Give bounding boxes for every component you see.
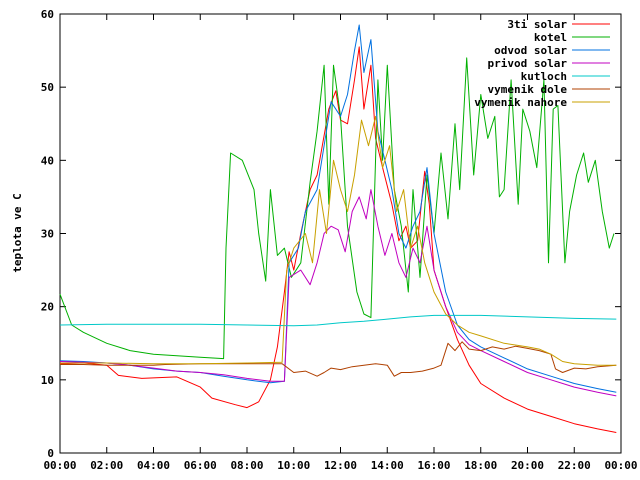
series-line-1 bbox=[59, 57, 615, 360]
y-tick-label: 60 bbox=[41, 8, 54, 21]
legend-label: privod solar bbox=[488, 57, 568, 70]
series-line-3 bbox=[59, 189, 617, 397]
x-tick-label: 16:00 bbox=[417, 459, 450, 472]
x-tick-label: 18:00 bbox=[464, 459, 497, 472]
legend-label: odvod solar bbox=[494, 44, 567, 57]
series-line-5 bbox=[60, 341, 617, 377]
x-tick-label: 12:00 bbox=[324, 459, 357, 472]
y-tick-label: 0 bbox=[47, 447, 54, 460]
series-line-2 bbox=[59, 24, 617, 393]
legend-label: vymenik dole bbox=[488, 83, 568, 96]
x-tick-label: 20:00 bbox=[511, 459, 544, 472]
legend-label: kutloch bbox=[521, 70, 567, 83]
series-line-0 bbox=[59, 46, 617, 433]
series-layer bbox=[59, 24, 617, 433]
x-tick-label: 02:00 bbox=[90, 459, 123, 472]
x-tick-label: 22:00 bbox=[558, 459, 591, 472]
x-tick-label: 14:00 bbox=[371, 459, 404, 472]
y-tick-label: 20 bbox=[41, 301, 54, 314]
axis-ticks: 0 10 20 30 40 50 60 00:00 02:00 04:00 06:00 08:00 10… bbox=[41, 8, 638, 472]
x-tick-label: 00:00 bbox=[604, 459, 637, 472]
x-tick-label: 00:00 bbox=[43, 459, 76, 472]
y-axis-label: teplota ve C bbox=[11, 193, 24, 272]
y-tick-label: 50 bbox=[41, 81, 54, 94]
x-tick-label: 04:00 bbox=[137, 459, 170, 472]
legend-label: 3ti solar bbox=[507, 18, 567, 31]
x-tick-label: 08:00 bbox=[230, 459, 263, 472]
series-line-6 bbox=[60, 115, 617, 366]
x-tick-label: 10:00 bbox=[277, 459, 310, 472]
y-tick-label: 30 bbox=[41, 228, 54, 241]
legend-label: vymenik nahore bbox=[474, 96, 567, 109]
legend-label: kotel bbox=[534, 31, 567, 44]
y-tick-label: 10 bbox=[41, 374, 54, 387]
x-tick-label: 06:00 bbox=[184, 459, 217, 472]
series-line-4 bbox=[59, 314, 617, 327]
y-tick-label: 40 bbox=[41, 154, 54, 167]
